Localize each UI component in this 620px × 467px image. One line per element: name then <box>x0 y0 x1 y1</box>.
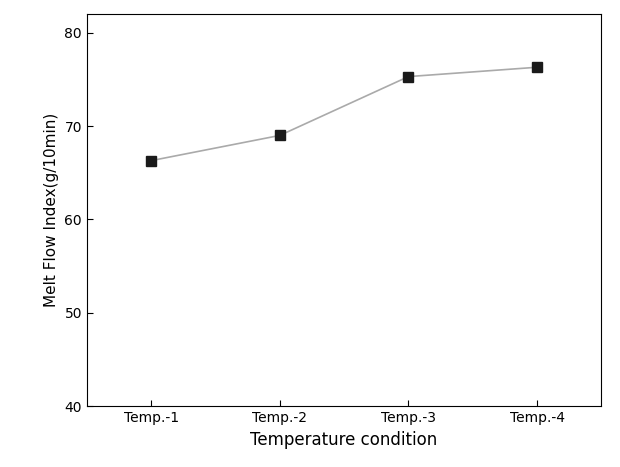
X-axis label: Temperature condition: Temperature condition <box>250 431 438 449</box>
Y-axis label: Melt Flow Index(g/10min): Melt Flow Index(g/10min) <box>44 113 59 307</box>
